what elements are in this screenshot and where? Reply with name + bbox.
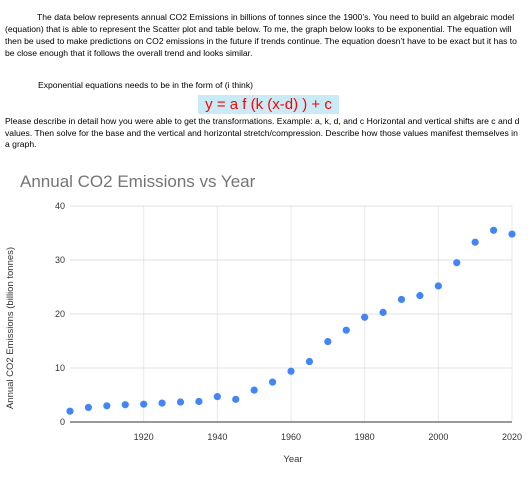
data-point xyxy=(250,386,258,394)
scatter-chart: Annual CO2 Emissions vs Year 0 10 20 30 40 1… xyxy=(5,172,522,465)
chart-grid xyxy=(70,205,513,423)
data-point xyxy=(66,407,74,415)
data-point xyxy=(84,403,93,412)
data-point xyxy=(158,399,166,407)
y-tick-label: 0 xyxy=(60,417,65,427)
y-axis-title: Annual CO2 Emissions (billion tonnes) xyxy=(5,247,16,409)
data-point xyxy=(342,326,350,334)
data-point xyxy=(103,402,111,410)
equation-form-label: Exponential equations needs to be in the… xyxy=(38,80,253,90)
data-points xyxy=(66,226,516,415)
x-tick-label: 1960 xyxy=(281,432,301,442)
data-point xyxy=(176,398,185,406)
data-point xyxy=(489,226,498,234)
data-point xyxy=(508,230,516,238)
data-point xyxy=(453,259,461,267)
data-point xyxy=(213,393,221,401)
y-tick-label: 40 xyxy=(55,201,65,211)
data-point xyxy=(434,282,442,290)
data-point xyxy=(287,367,295,375)
data-point xyxy=(397,295,406,304)
data-point xyxy=(195,397,203,406)
y-tick-label: 20 xyxy=(55,309,65,319)
y-tick-label: 30 xyxy=(55,255,65,265)
x-axis-ticks: 1920 1940 1960 1980 2000 2020 xyxy=(134,432,522,442)
data-point xyxy=(361,313,369,321)
data-point xyxy=(379,308,387,316)
data-point xyxy=(121,401,129,409)
x-axis-title: Year xyxy=(283,454,302,465)
data-point xyxy=(416,292,424,300)
equation-highlight: y = a f (k (x-d) ) + c xyxy=(198,95,339,114)
x-tick-label: 2000 xyxy=(428,432,448,442)
x-tick-label: 1920 xyxy=(134,432,154,442)
x-tick-label: 2020 xyxy=(502,432,522,442)
data-point xyxy=(140,400,148,408)
y-axis-ticks: 0 10 20 30 40 xyxy=(55,201,65,427)
data-point xyxy=(232,395,240,403)
x-tick-label: 1940 xyxy=(207,432,227,442)
data-point xyxy=(324,337,332,346)
data-point xyxy=(471,238,479,246)
data-point xyxy=(268,378,277,386)
x-tick-label: 1980 xyxy=(355,432,375,442)
description-paragraph: Please describe in detail how you were a… xyxy=(5,116,520,149)
instructions-paragraph: The data below represents annual CO2 Emi… xyxy=(5,12,517,59)
data-point xyxy=(305,357,314,366)
chart-title: Annual CO2 Emissions vs Year xyxy=(20,172,256,191)
y-tick-label: 10 xyxy=(55,363,65,373)
